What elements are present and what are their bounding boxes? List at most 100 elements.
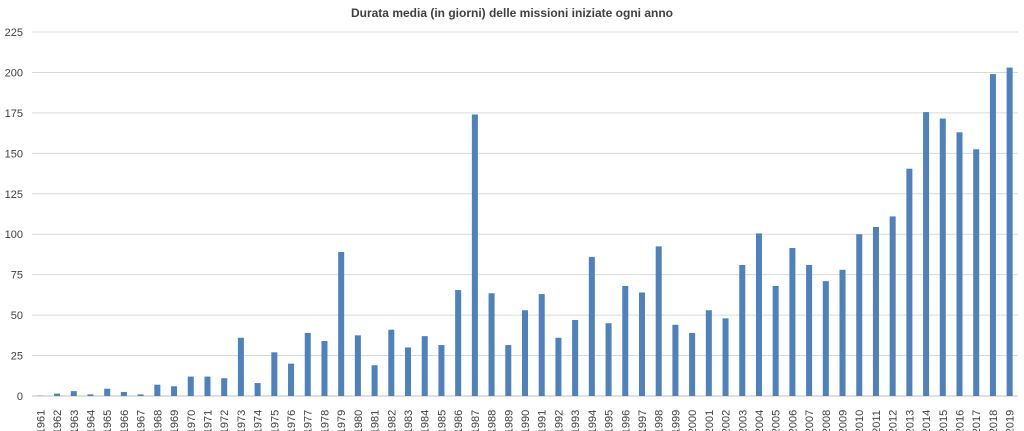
bar-1994	[588, 256, 595, 396]
bar-2013	[906, 168, 913, 396]
x-tick-label: 1976	[286, 410, 298, 431]
bar-1990	[521, 310, 529, 396]
x-tick-label: 2007	[804, 410, 816, 431]
x-tick-label: 2002	[721, 410, 733, 431]
bar-1969	[171, 386, 178, 396]
x-tick-label: 1983	[403, 410, 415, 431]
x-tick-label: 1966	[119, 410, 131, 431]
bar-1971	[204, 376, 211, 396]
bar-2002	[722, 318, 729, 396]
x-tick-label: 2012	[888, 410, 900, 431]
bar-1975	[271, 352, 278, 396]
x-tick-label: 2006	[787, 410, 799, 431]
bar-1973	[237, 337, 244, 396]
x-tick-label: 1988	[487, 410, 499, 431]
x-tick-label: 1970	[186, 410, 198, 431]
bar-1997	[638, 292, 645, 396]
bar-2019	[1006, 67, 1013, 396]
chart-title: Durata media (in giorni) delle missioni …	[350, 6, 674, 20]
x-tick-label: 1978	[319, 410, 331, 431]
x-tick-label: 1975	[269, 410, 281, 431]
bar-1966	[120, 391, 127, 396]
y-tick-label: 50	[11, 310, 23, 322]
bar-2016	[956, 132, 963, 396]
x-tick-label: 1972	[219, 410, 231, 431]
x-tick-label: 1986	[453, 410, 465, 431]
bar-1993	[572, 319, 579, 396]
x-tick-label: 1985	[436, 410, 448, 431]
bar-1984	[421, 336, 428, 396]
bar-1976	[288, 363, 295, 396]
x-tick-label: 2015	[938, 410, 950, 431]
bar-1982	[388, 329, 395, 396]
bar-2012	[889, 216, 896, 396]
bar-1962	[54, 393, 61, 396]
bar-1978	[321, 340, 328, 396]
bar-2010	[856, 234, 863, 396]
bar-1992	[555, 337, 562, 396]
y-tick-label: 75	[11, 270, 23, 282]
bar-1974	[254, 383, 261, 396]
bar-1968	[154, 384, 161, 396]
x-tick-label: 1980	[353, 410, 365, 431]
x-tick-label: 1992	[553, 410, 565, 431]
x-tick-label: 1963	[69, 410, 81, 431]
bar-1987	[471, 114, 478, 397]
bar-1980	[354, 335, 361, 396]
bar-1988	[488, 293, 495, 396]
x-tick-label: 2019	[1005, 410, 1017, 431]
x-tick-label: 1994	[587, 410, 599, 431]
x-tick-label: 1998	[654, 410, 666, 431]
x-tick-label: 2001	[704, 410, 716, 431]
bar-1999	[672, 324, 679, 396]
x-tick-label: 1971	[202, 410, 214, 431]
x-tick-label: 2000	[687, 410, 699, 431]
bar-1998	[655, 246, 662, 396]
x-tick-label: 2008	[821, 410, 833, 431]
x-tick-label: 1977	[303, 410, 315, 431]
bar-2004	[755, 233, 762, 396]
bar-2009	[839, 269, 846, 396]
y-tick-label: 125	[5, 189, 23, 201]
bar-2006	[789, 247, 796, 396]
bar-1967	[137, 394, 144, 396]
y-tick-label: 0	[17, 391, 23, 403]
x-tick-label: 1968	[152, 410, 164, 431]
x-tick-label: 1984	[420, 410, 432, 431]
bar-2017	[973, 149, 980, 396]
x-tick-label: 2011	[871, 410, 883, 431]
bar-1964	[87, 394, 94, 396]
x-tick-label: 2014	[921, 410, 933, 431]
x-tick-label: 1989	[503, 410, 515, 431]
y-tick-label: 225	[5, 27, 23, 39]
bar-1991	[538, 294, 545, 396]
x-tick-label: 2009	[838, 410, 850, 431]
bar-2003	[739, 264, 746, 396]
bar-2000	[689, 332, 696, 396]
bar-1985	[438, 345, 445, 396]
x-tick-label: 1997	[637, 410, 649, 431]
x-tick-label: 1964	[85, 410, 97, 431]
bar-2014	[923, 112, 930, 396]
x-tick-label: 1999	[670, 410, 682, 431]
x-tick-label: 1995	[604, 410, 616, 431]
x-tick-label: 2010	[854, 410, 866, 431]
bar-1963	[70, 391, 77, 396]
bar-2005	[772, 285, 779, 396]
x-tick-label: 2005	[771, 410, 783, 431]
bar-2008	[822, 281, 829, 396]
x-tick-label: 1991	[537, 410, 549, 431]
bar-1989	[505, 345, 512, 396]
bar-2015	[939, 118, 946, 396]
x-tick-label: 1973	[236, 410, 248, 431]
x-tick-label: 1996	[620, 410, 632, 431]
x-tick-label: 2013	[904, 410, 916, 431]
bar-1995	[605, 323, 612, 396]
bar-1970	[187, 376, 194, 396]
x-tick-label: 1990	[520, 410, 532, 431]
x-tick-label: 1965	[102, 410, 114, 431]
bar-1965	[104, 388, 111, 396]
y-tick-label: 25	[11, 351, 23, 363]
